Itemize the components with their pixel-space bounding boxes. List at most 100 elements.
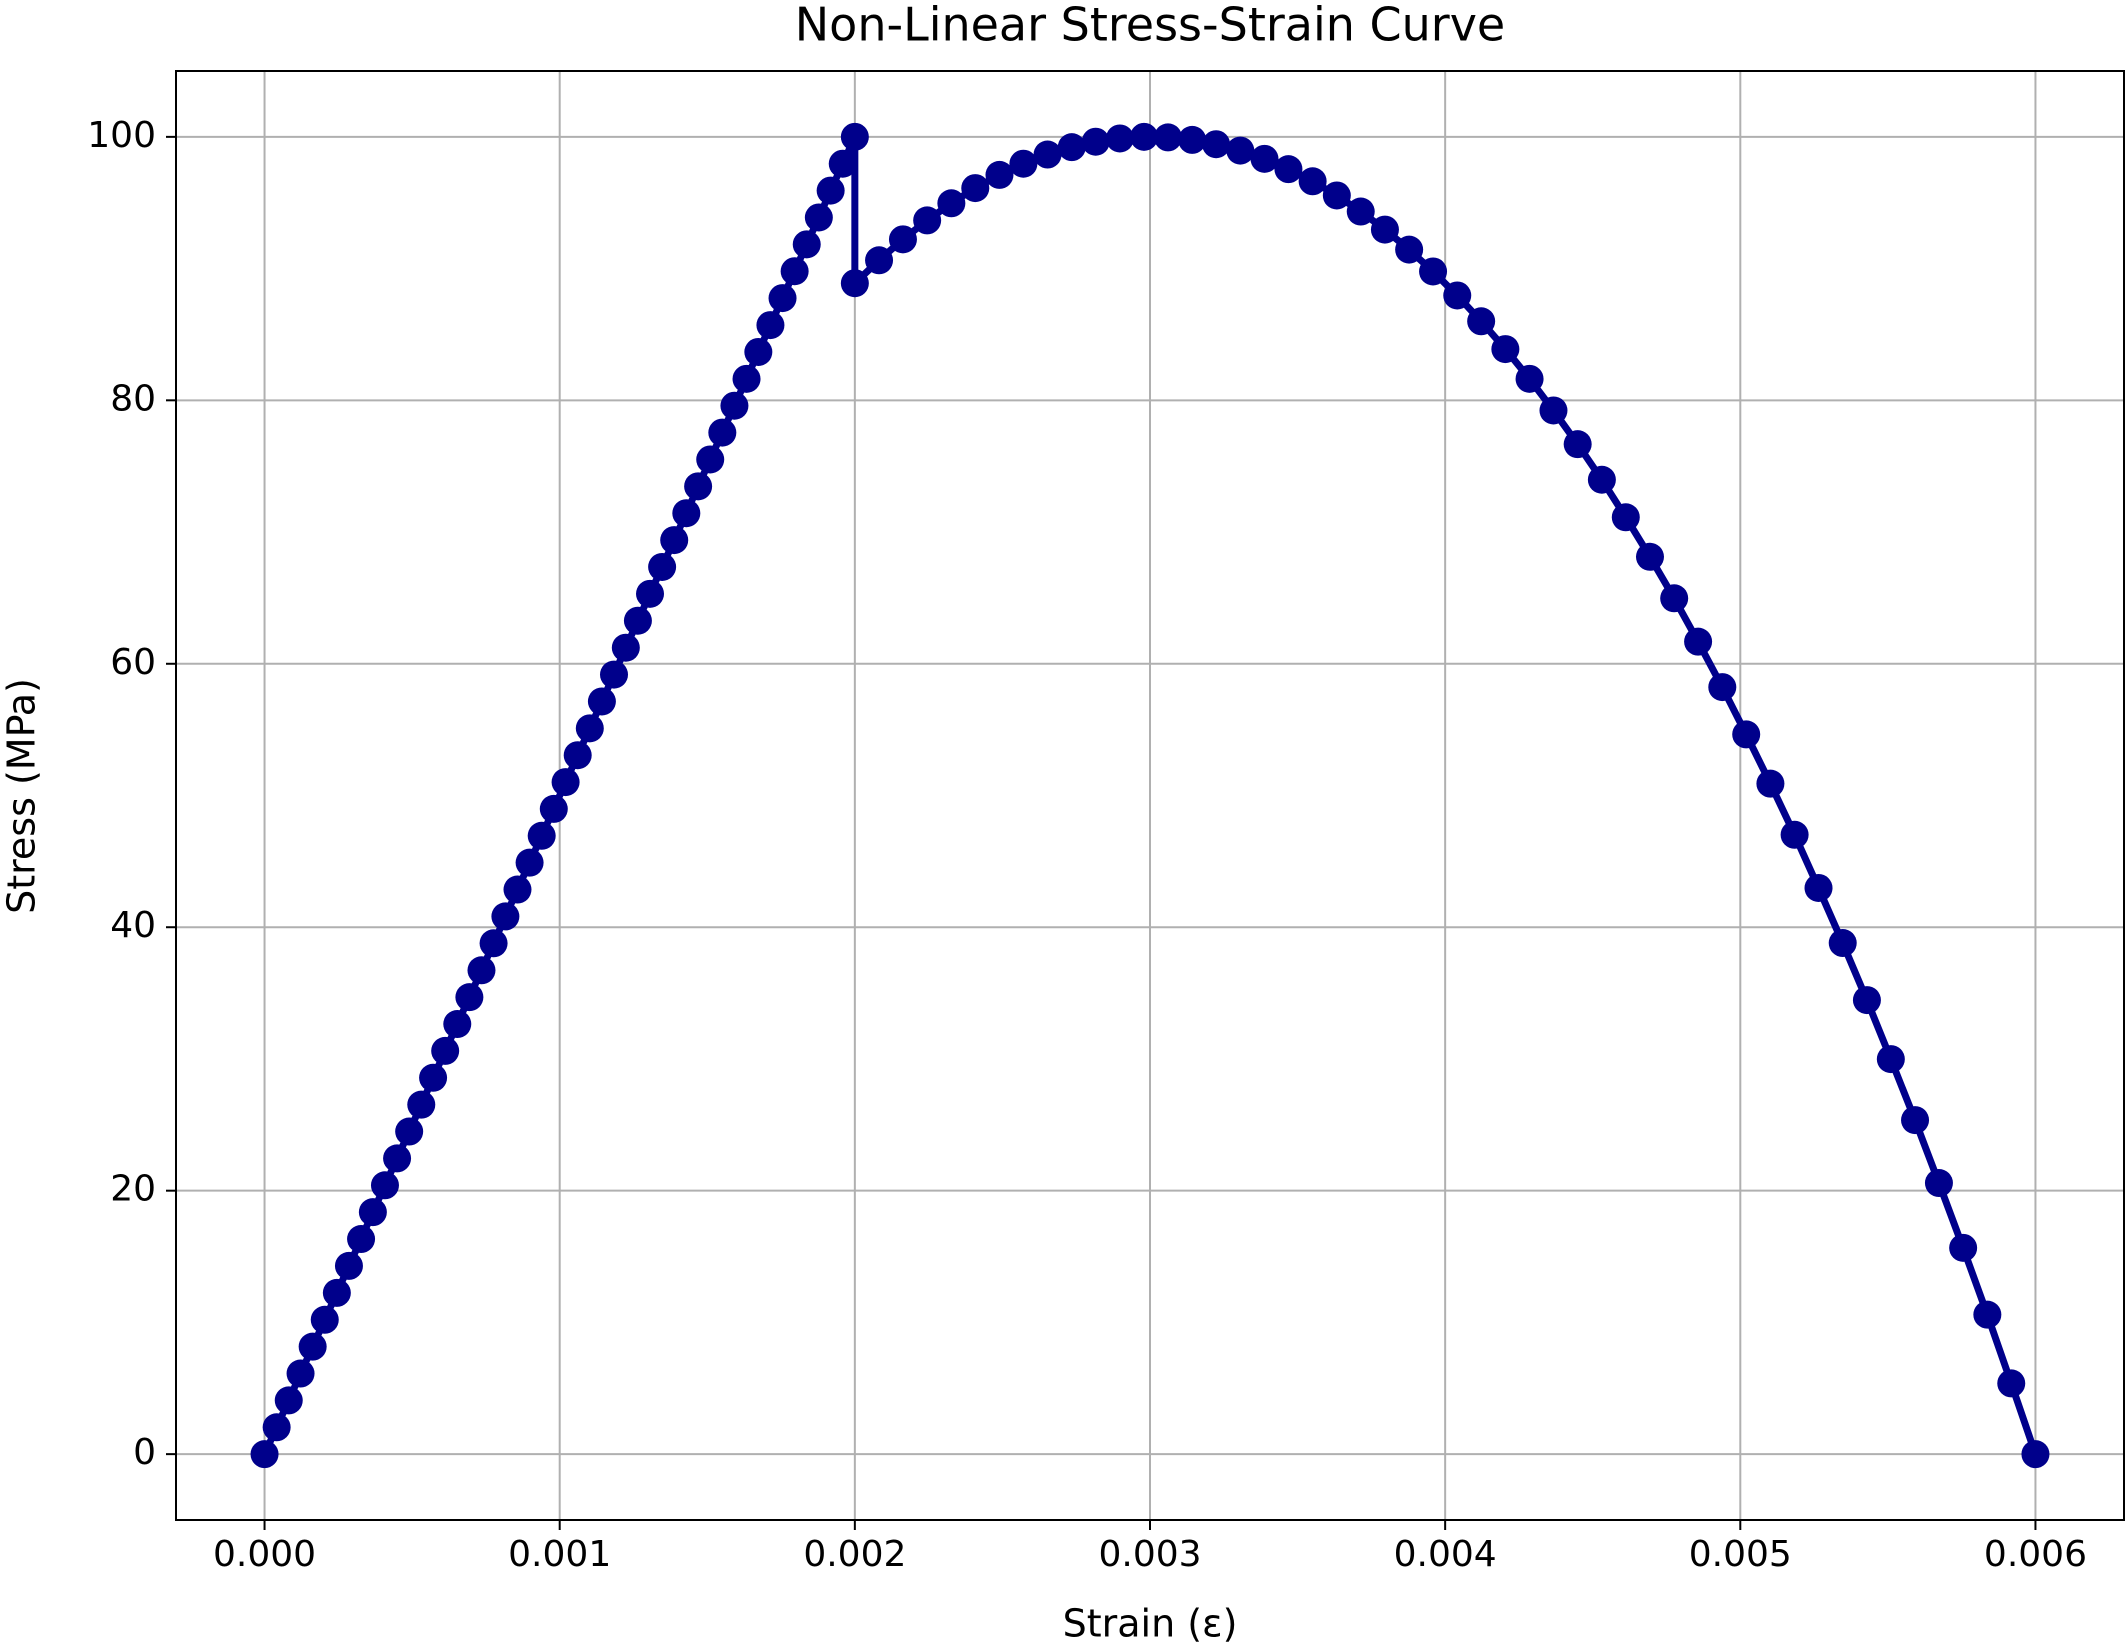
data-point <box>1081 127 1110 156</box>
data-point <box>1997 1369 2026 1398</box>
data-point <box>322 1278 351 1307</box>
data-point <box>1804 873 1833 902</box>
data-point <box>888 225 917 254</box>
data-point <box>250 1440 279 1469</box>
data-point <box>274 1386 303 1415</box>
x-tick-label: 0.005 <box>1689 1534 1792 1575</box>
data-point <box>961 174 990 203</box>
data-point <box>1250 144 1279 173</box>
data-point <box>370 1171 399 1200</box>
data-point <box>1057 133 1086 162</box>
plot-frame <box>175 70 2125 1521</box>
data-point <box>1491 335 1520 364</box>
data-point <box>467 956 496 985</box>
data-point <box>1226 136 1255 165</box>
data-point <box>684 472 713 501</box>
data-point <box>623 606 652 635</box>
data-point <box>768 284 797 313</box>
data-point <box>611 633 640 662</box>
data-point <box>1732 720 1761 749</box>
data-point <box>491 902 520 931</box>
data-point <box>1684 627 1713 656</box>
data-point <box>358 1198 387 1227</box>
data-point <box>1033 140 1062 169</box>
data-point <box>310 1305 339 1334</box>
data-point <box>563 741 592 770</box>
data-point <box>286 1359 315 1388</box>
data-point <box>744 337 773 366</box>
data-point <box>600 660 629 689</box>
data-point <box>503 875 532 904</box>
data-point <box>587 687 616 716</box>
data-point <box>732 364 761 393</box>
x-axis-label: Strain (ε) <box>1063 1602 1238 1646</box>
data-point <box>347 1225 376 1254</box>
data-point <box>395 1117 424 1146</box>
data-point <box>1009 149 1038 178</box>
data-point <box>1154 123 1183 152</box>
data-point <box>1395 235 1424 264</box>
data-point <box>1756 769 1785 798</box>
data-point <box>515 848 544 877</box>
data-point <box>383 1144 412 1173</box>
data-point <box>551 768 580 797</box>
data-point <box>1370 215 1399 244</box>
chart-title: Non-Linear Stress-Strain Curve <box>795 0 1505 52</box>
data-point <box>298 1332 327 1361</box>
y-tick-label: 40 <box>110 905 156 946</box>
data-point <box>780 257 809 286</box>
data-point <box>1202 130 1231 159</box>
data-point <box>1611 503 1640 532</box>
data-point <box>1949 1233 1978 1262</box>
data-point <box>1419 257 1448 286</box>
data-point <box>1852 986 1881 1015</box>
y-tick-label: 60 <box>110 642 156 683</box>
x-tick-label: 0.004 <box>1394 1534 1497 1575</box>
data-point <box>648 552 677 581</box>
data-point <box>1828 929 1857 958</box>
data-point <box>1901 1106 1930 1135</box>
data-point <box>455 983 484 1012</box>
data-point <box>1443 281 1472 310</box>
data-point <box>334 1251 363 1280</box>
data-point <box>443 1010 472 1039</box>
x-tick-label: 0.003 <box>1098 1534 1201 1575</box>
data-point <box>720 391 749 420</box>
data-point <box>431 1036 460 1065</box>
data-point <box>985 160 1014 189</box>
data-point <box>1346 197 1375 226</box>
data-point <box>262 1413 291 1442</box>
data-point <box>840 122 869 151</box>
data-point <box>1563 430 1592 459</box>
data-point <box>696 445 725 474</box>
y-tick-label: 20 <box>110 1169 156 1210</box>
x-tick-label: 0.006 <box>1984 1534 2087 1575</box>
data-point <box>708 418 737 447</box>
data-line <box>261 133 2039 1456</box>
data-point <box>804 203 833 232</box>
data-point <box>539 794 568 823</box>
data-point <box>1660 584 1689 613</box>
data-point <box>672 499 701 528</box>
data-point <box>479 929 508 958</box>
data-point <box>1105 124 1134 153</box>
data-point <box>756 311 785 340</box>
data-point <box>2021 1440 2050 1469</box>
x-tick-label: 0.000 <box>213 1534 316 1575</box>
data-point <box>1973 1300 2002 1329</box>
data-point <box>1876 1045 1905 1074</box>
data-point <box>1924 1169 1953 1198</box>
x-tick-label: 0.002 <box>803 1534 906 1575</box>
x-tick-label: 0.001 <box>508 1534 611 1575</box>
data-point <box>636 579 665 608</box>
data-point <box>407 1090 436 1119</box>
data-point <box>1467 307 1496 336</box>
data-point <box>1635 542 1664 571</box>
y-tick-label: 80 <box>110 378 156 419</box>
data-point <box>816 176 845 205</box>
data-point <box>913 206 942 235</box>
data-point <box>1298 167 1327 196</box>
data-point <box>1780 820 1809 849</box>
